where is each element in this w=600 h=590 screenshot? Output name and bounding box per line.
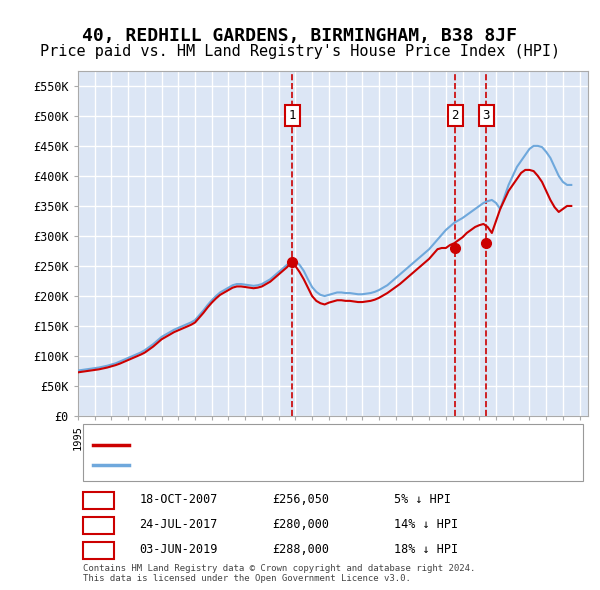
Text: 3: 3 [95,543,102,556]
Text: £280,000: £280,000 [272,519,329,532]
Text: This data is licensed under the Open Government Licence v3.0.: This data is licensed under the Open Gov… [83,573,411,583]
FancyBboxPatch shape [83,424,583,481]
FancyBboxPatch shape [83,542,114,559]
Text: £256,050: £256,050 [272,493,329,506]
Text: 5% ↓ HPI: 5% ↓ HPI [394,493,451,506]
Text: 1: 1 [95,493,102,506]
Text: 1: 1 [288,109,296,122]
Text: 24-JUL-2017: 24-JUL-2017 [139,519,218,532]
FancyBboxPatch shape [83,492,114,509]
Text: 18% ↓ HPI: 18% ↓ HPI [394,543,458,556]
Text: 14% ↓ HPI: 14% ↓ HPI [394,519,458,532]
Text: Price paid vs. HM Land Registry's House Price Index (HPI): Price paid vs. HM Land Registry's House … [40,44,560,59]
Text: 40, REDHILL GARDENS, BIRMINGHAM, B38 8JF: 40, REDHILL GARDENS, BIRMINGHAM, B38 8JF [83,27,517,45]
Text: 18-OCT-2007: 18-OCT-2007 [139,493,218,506]
Text: 2: 2 [95,519,102,532]
Text: 40, REDHILL GARDENS, BIRMINGHAM, B38 8JF (detached house): 40, REDHILL GARDENS, BIRMINGHAM, B38 8JF… [139,440,496,450]
Text: 03-JUN-2019: 03-JUN-2019 [139,543,218,556]
Text: Contains HM Land Registry data © Crown copyright and database right 2024.: Contains HM Land Registry data © Crown c… [83,564,475,573]
FancyBboxPatch shape [83,517,114,534]
Text: £288,000: £288,000 [272,543,329,556]
Text: 3: 3 [482,109,490,122]
Text: HPI: Average price, detached house, Birmingham: HPI: Average price, detached house, Birm… [139,460,427,470]
Text: 2: 2 [451,109,459,122]
